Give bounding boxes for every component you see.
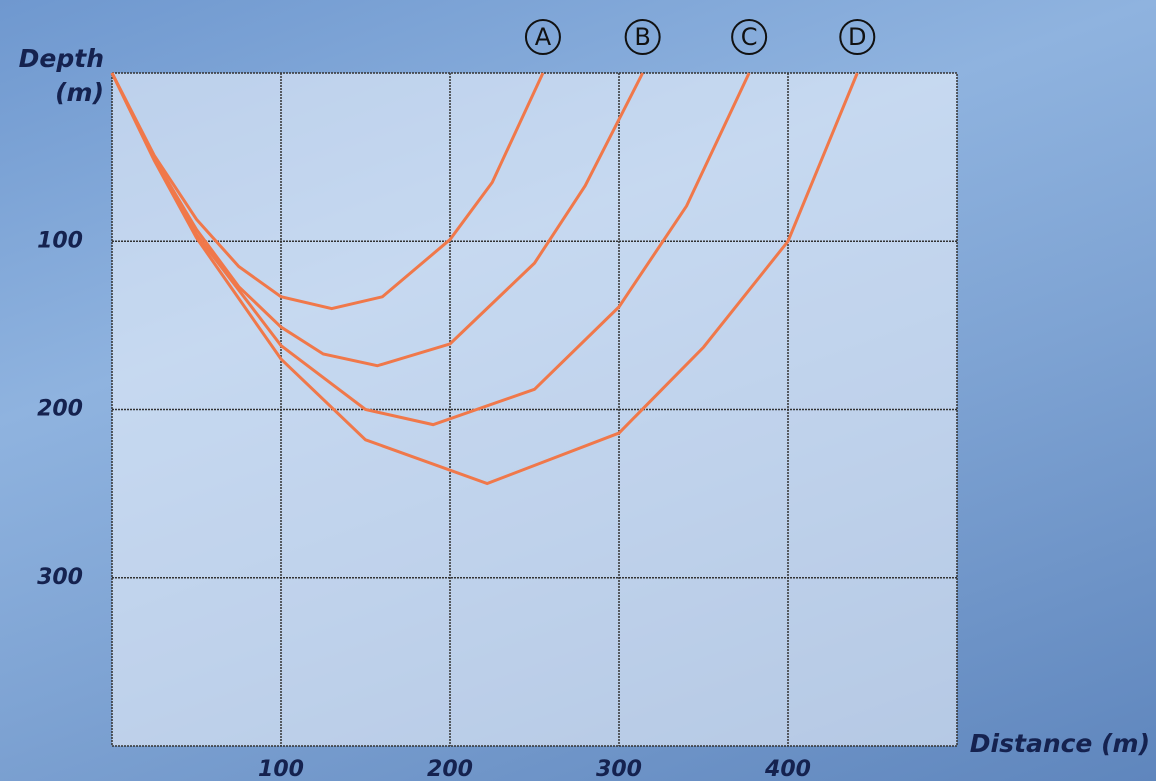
legend-label: C bbox=[741, 23, 758, 51]
x-tick-label: 400 bbox=[764, 757, 811, 781]
x-tick-label: 100 bbox=[258, 757, 304, 781]
y-tick-label: 100 bbox=[37, 228, 83, 253]
page: Distance (m) 100 200 300 100 200 300 400 A B C D D… bbox=[0, 0, 1156, 781]
legend-label: B bbox=[634, 23, 650, 51]
y-tick-label: 200 bbox=[37, 397, 83, 422]
y-axis-label: Depth (m) bbox=[0, 42, 104, 110]
chart: Distance (m) 100 200 300 100 200 300 400 A B C D bbox=[0, 0, 1156, 781]
legend-label: D bbox=[848, 23, 866, 51]
x-axis-label: Distance (m) bbox=[970, 729, 1150, 758]
x-tick-label: 200 bbox=[427, 757, 473, 781]
y-tick-label: 300 bbox=[37, 565, 83, 590]
legend-label: A bbox=[535, 23, 552, 51]
x-tick-label: 300 bbox=[596, 757, 642, 781]
